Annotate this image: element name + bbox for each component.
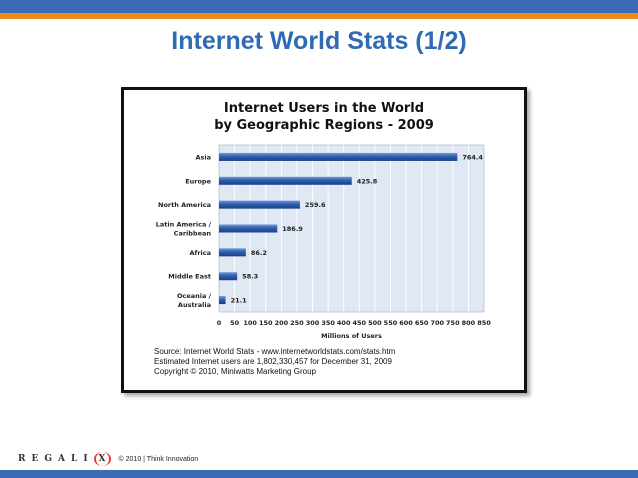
x-tick-label: 550 xyxy=(384,319,398,327)
footer: REGALI X © 2010 | Think Innovation xyxy=(18,447,198,471)
bottom-bar xyxy=(0,470,638,478)
category-label: Africa xyxy=(189,249,211,257)
x-tick-label: 600 xyxy=(399,319,413,327)
x-tick-label: 50 xyxy=(230,319,240,327)
bar xyxy=(219,248,246,257)
x-tick-label: 400 xyxy=(337,319,351,327)
top-bar-orange xyxy=(0,13,638,19)
source-line-2: Estimated Internet users are 1,802,330,4… xyxy=(154,357,392,366)
bar-value-label: 186.9 xyxy=(282,225,303,233)
x-tick-label: 150 xyxy=(259,319,273,327)
x-tick-label: 100 xyxy=(243,319,257,327)
x-tick-label: 250 xyxy=(290,319,304,327)
category-label: Australia xyxy=(178,301,211,309)
bar-value-label: 425.8 xyxy=(357,177,378,185)
bar-value-label: 86.2 xyxy=(251,249,267,257)
x-tick-label: 750 xyxy=(446,319,460,327)
x-tick-label: 800 xyxy=(462,319,476,327)
category-label: Asia xyxy=(195,153,211,161)
bar xyxy=(219,224,278,233)
x-tick-label: 500 xyxy=(368,319,382,327)
bar-value-label: 259.6 xyxy=(305,201,326,209)
category-label: Middle East xyxy=(168,273,211,281)
source-line-1: Source: Internet World Stats - www.inter… xyxy=(154,347,396,356)
bar-value-label: 58.3 xyxy=(242,273,258,281)
x-tick-label: 0 xyxy=(217,319,222,327)
source-text: Source: Internet World Stats - www.inter… xyxy=(154,347,514,377)
regalix-logo-mark: X xyxy=(93,452,111,466)
copyright-text: © 2010 | Think Innovation xyxy=(118,455,199,463)
bar xyxy=(219,272,238,281)
bar xyxy=(219,200,300,209)
source-line-3: Copyright © 2010, Miniwatts Marketing Gr… xyxy=(154,367,316,376)
slide-title: Internet World Stats (1/2) xyxy=(171,27,467,55)
category-label: Europe xyxy=(185,177,211,185)
category-label: North America xyxy=(158,201,211,209)
category-label: Caribbean xyxy=(174,230,212,238)
bar-value-label: 21.1 xyxy=(231,297,248,305)
bar xyxy=(219,152,458,161)
category-label: Oceania / xyxy=(177,292,212,300)
x-tick-label: 650 xyxy=(415,319,429,327)
x-tick-label: 300 xyxy=(306,319,320,327)
chart-title-line2: by Geographic Regions - 2009 xyxy=(214,118,434,133)
category-label: Latin America / xyxy=(156,221,212,229)
bar-chart: 0 50 100 150 200 250 300 350 400 450 500 550 600 650 7… xyxy=(156,144,491,340)
bar xyxy=(219,176,352,185)
x-tick-label: 350 xyxy=(321,319,335,327)
x-tick-label: 200 xyxy=(275,319,289,327)
top-bar-blue xyxy=(0,0,638,13)
chart-title: Internet Users in the World by Geographi… xyxy=(124,100,524,134)
chart-frame: Internet Users in the World by Geographi… xyxy=(121,87,527,393)
x-axis-label: Millions of Users xyxy=(321,332,382,340)
x-tick-label: 850 xyxy=(477,319,491,327)
x-tick-label: 450 xyxy=(353,319,367,327)
regalix-logo: REGALI xyxy=(18,454,94,464)
x-tick-label: 700 xyxy=(430,319,444,327)
chart-title-line1: Internet Users in the World xyxy=(223,101,425,116)
bar xyxy=(219,296,226,305)
bar-value-label: 764.4 xyxy=(462,153,483,161)
